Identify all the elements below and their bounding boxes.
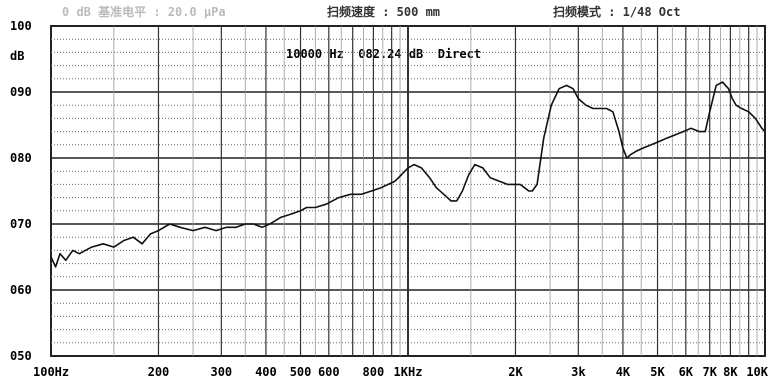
y-tick-label: 100 [10, 19, 32, 33]
x-tick-label: 4K [616, 365, 631, 379]
y-tick-label: 070 [10, 217, 32, 231]
response-curve [50, 81, 766, 268]
x-tick-label: 7K [702, 365, 717, 379]
x-tick-label: 400 [255, 365, 277, 379]
x-tick-label: 500 [290, 365, 312, 379]
y-tick-label: 050 [10, 349, 32, 363]
sweep-mode: 扫频模式 : 1/48 Oct [553, 5, 681, 19]
x-tick-label: 8K [723, 365, 738, 379]
x-tick-label: 2K [508, 365, 523, 379]
x-tick-label: 100Hz [33, 365, 69, 379]
y-tick-label: 060 [10, 283, 32, 297]
readout-mode: Direct [437, 47, 482, 61]
series-group [50, 81, 766, 268]
x-tick-label: 200 [148, 365, 170, 379]
x-tick-label: 6K [679, 365, 694, 379]
y-axis-label: dB [10, 49, 24, 63]
readout-frequency: 10000 Hz [286, 47, 344, 61]
readout-level: 082.24 dB [358, 47, 424, 61]
x-axis: 100Hz 200 300 400 500 600 800 1KHz 2K 3k 4K 5K 6K 7K 8… [33, 365, 769, 379]
y-tick-label: 080 [10, 151, 32, 165]
y-axis: dB 100 090 080 070 060 050 [10, 19, 32, 363]
x-tick-label: 3k [571, 365, 586, 379]
grid [50, 25, 766, 357]
reference-level: 0 dB 基准电平 : 20.0 μPa [62, 5, 226, 19]
y-tick-label: 090 [10, 85, 32, 99]
x-tick-label: 300 [210, 365, 232, 379]
x-tick-label: 600 [318, 365, 340, 379]
x-tick-label: 10K [746, 365, 768, 379]
cursor-readout: 10000 Hz 082.24 dB Direct [286, 47, 481, 61]
x-tick-label: 5K [650, 365, 665, 379]
x-tick-label: 800 [363, 365, 385, 379]
x-tick-label: 1KHz [394, 365, 423, 379]
sweep-speed: 扫频速度 : 500 mm [327, 5, 441, 19]
